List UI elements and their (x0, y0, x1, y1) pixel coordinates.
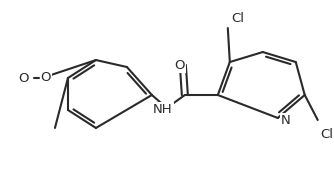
Text: O: O (175, 59, 185, 71)
Text: Cl: Cl (320, 129, 333, 142)
Text: Cl: Cl (231, 12, 244, 25)
Text: N: N (281, 115, 291, 127)
Text: O: O (19, 71, 29, 84)
Text: NH: NH (153, 104, 173, 116)
Text: O: O (41, 70, 51, 84)
